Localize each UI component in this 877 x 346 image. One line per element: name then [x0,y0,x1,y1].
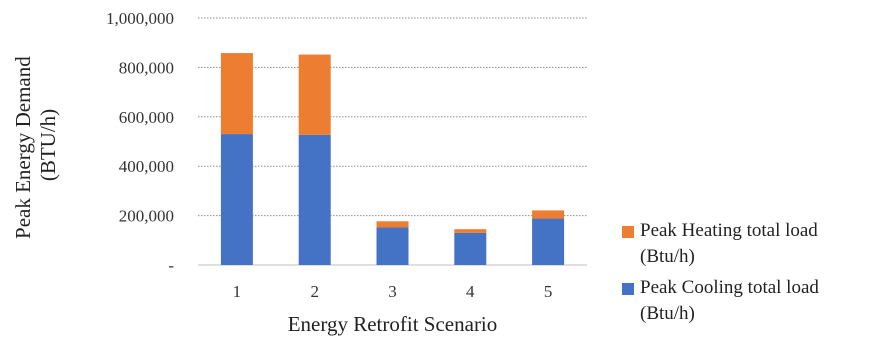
y-tick-label: 400,000 [119,157,174,176]
bar-heating [298,54,331,135]
legend-swatch-cooling [622,283,634,295]
bar-cooling [220,134,253,265]
x-tick-labels: 1 2 3 4 5 [233,282,553,301]
bar-cooling [376,227,409,265]
legend-label-heating-line-2: (Btu/h) [640,246,695,267]
legend-item-cooling: Peak Cooling total load (Btu/h) [622,275,877,327]
x-tick-label: 5 [544,282,553,301]
bar-cooling [298,134,331,265]
legend-label-heating-line-1: Peak Heating total load [640,220,818,241]
x-tick-label: 3 [388,282,397,301]
legend-item-heating: Peak Heating total load (Btu/h) [622,218,877,270]
bar-cooling [454,232,487,265]
bars [220,53,565,265]
legend-label-cooling-line-2: (Btu/h) [640,303,695,324]
y-axis-title: Peak Energy Demand (BTU/h) [11,51,60,239]
y-axis-title-line-2: (BTU/h) [36,109,60,181]
y-axis-title-line-1: Peak Energy Demand [11,56,35,239]
y-tick-label: 200,000 [119,207,174,226]
x-tick-label: 2 [310,282,319,301]
legend-swatch-heating [622,226,634,238]
x-tick-label: 4 [466,282,475,301]
bar-heating [376,221,409,228]
legend: Peak Heating total load (Btu/h) Peak Coo… [622,218,877,332]
bar-cooling [532,218,565,265]
bar-heating [454,229,487,233]
y-tick-label: 800,000 [119,58,174,77]
y-tick-label: - [168,256,174,275]
legend-label-cooling-line-1: Peak Cooling total load [640,277,819,298]
y-tick-labels: - 200,000 400,000 600,000 800,000 1,000,000 [106,9,174,275]
y-tick-label: 600,000 [119,108,174,127]
y-tick-label: 1,000,000 [106,9,174,28]
x-axis-title: Energy Retrofit Scenario [288,312,498,336]
x-tick-label: 1 [233,282,242,301]
bar-heating [220,53,253,135]
bar-heating [532,210,565,219]
